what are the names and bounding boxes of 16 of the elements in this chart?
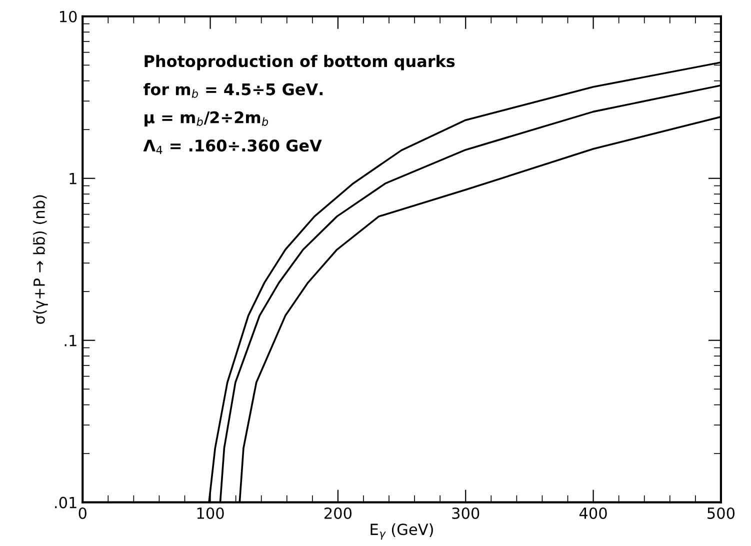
y-tick-label: 10 — [60, 10, 77, 22]
annotation: for m$_{b}$ = 4.5÷5 GeV. — [144, 82, 323, 98]
y-tick-label: .01 — [55, 496, 76, 508]
x-axis-title: E$_{γ}$ (GeV) — [370, 523, 433, 540]
y-tick-label: 1 — [70, 173, 76, 184]
annotation: Λ$_{4}$ = .160÷.360 GeV — [143, 140, 322, 154]
x-tick-label: 300 — [452, 507, 480, 520]
x-tick-label: 200 — [324, 507, 352, 520]
annotation: μ = m$_{b}$/2÷2m$_{b}$ — [144, 111, 268, 127]
y-tick-label: .1 — [64, 335, 76, 346]
x-tick-label: 0 — [78, 507, 86, 520]
y-axis-title: σ(γ+P → bb̄) (nb) — [33, 195, 48, 324]
x-tick-label: 100 — [197, 507, 224, 520]
x-tick-label: 400 — [579, 507, 607, 520]
annotation: Photoproduction of bottom quarks — [144, 54, 455, 70]
x-tick-label: 500 — [708, 507, 735, 520]
